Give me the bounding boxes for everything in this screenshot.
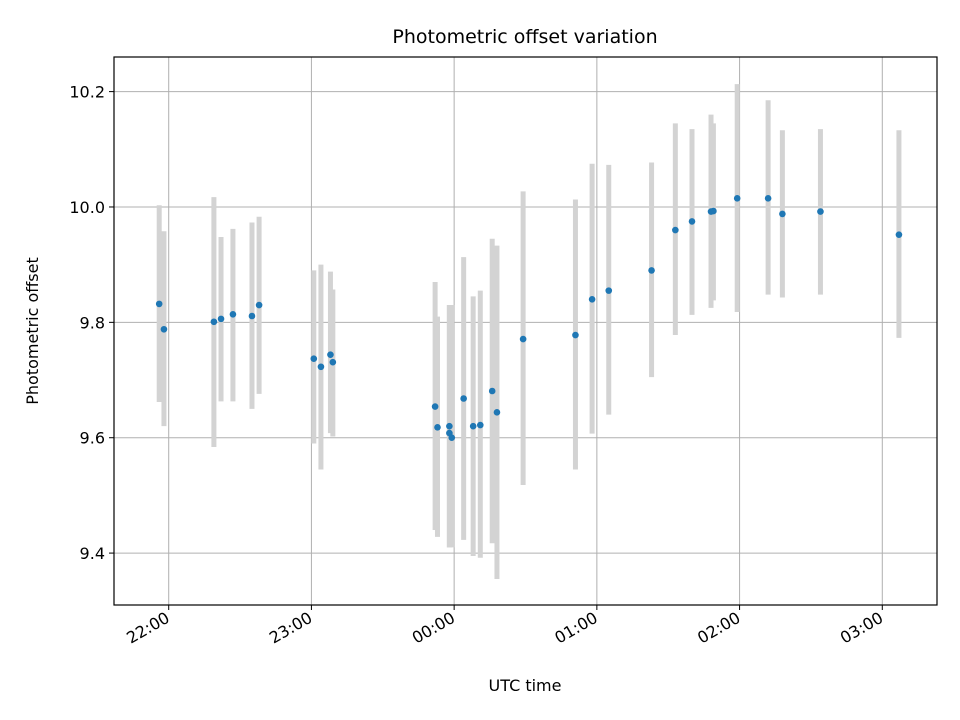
data-point [210,318,218,326]
data-point [229,310,237,318]
data-point [477,421,484,429]
data-point [446,422,453,430]
data-point [155,300,163,308]
plot-frame [113,56,938,606]
chart-title: Photometric offset variation [392,26,657,48]
y-tick-label: 9.8 [80,313,105,332]
y-tick-label: 9.4 [80,544,105,563]
data-point [817,208,824,215]
data-point [431,403,439,410]
y-tick-label: 9.6 [80,429,105,448]
data-point [605,287,613,294]
data-point [493,409,501,416]
y-axis-ticks: 9.4 9.6 9.8 10.0 10.2 [69,83,114,563]
data-point [255,301,263,309]
data-point [895,231,903,238]
data-point [317,363,325,371]
data-point [733,195,741,202]
data-point [469,422,477,430]
data-point [488,387,496,395]
data-point [448,434,456,442]
data-point [779,210,786,218]
data-point [460,395,467,402]
data-point [160,325,168,333]
data-point [572,331,579,339]
data-point [710,207,717,215]
data-point [434,424,441,431]
data-point [519,335,527,343]
data-point [672,226,679,234]
data-point [327,351,334,358]
y-axis-title: Photometric offset [23,257,42,405]
y-tick-label: 10.2 [69,83,105,102]
data-point [248,312,256,320]
data-point [688,218,696,225]
data-point [764,195,772,202]
y-tick-label: 10.0 [69,198,105,217]
data-point [329,358,337,366]
data-point [310,355,318,362]
data-point [648,267,655,274]
data-points [155,195,903,442]
data-point [217,315,225,323]
data-point [588,295,596,303]
x-axis-title: UTC time [489,676,562,695]
